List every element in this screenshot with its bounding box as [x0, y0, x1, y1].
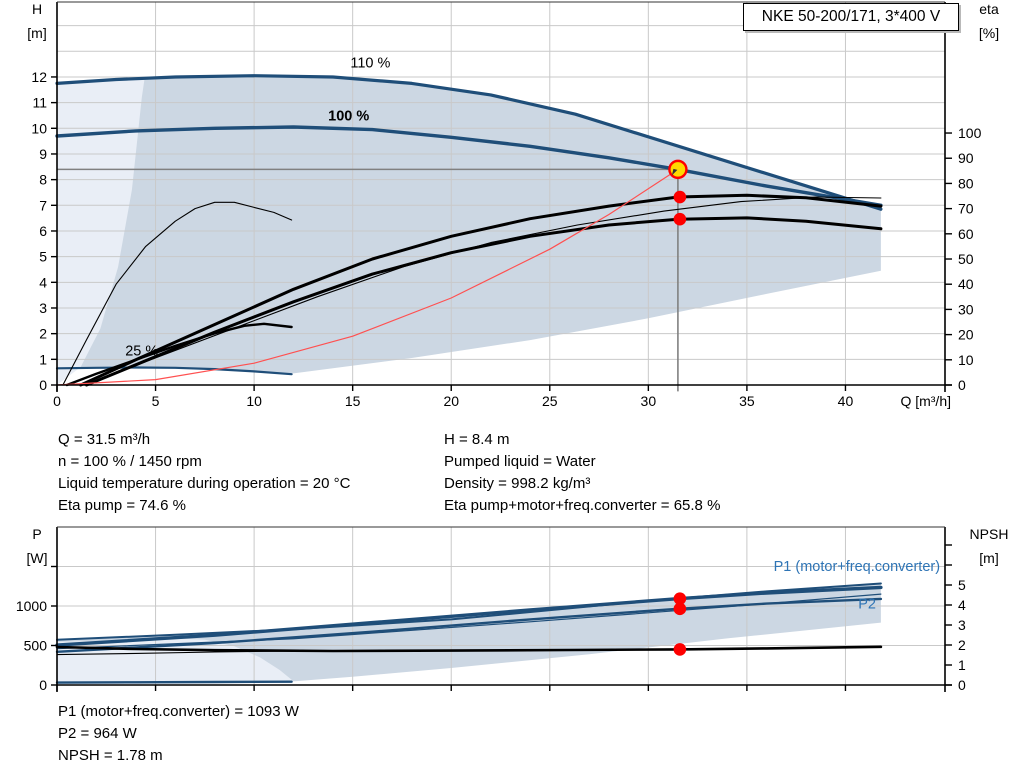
- right-tick-label: 2: [958, 637, 966, 653]
- info-pumped-liquid: Pumped liquid = Water: [444, 453, 596, 470]
- right-tick-label: 3: [958, 617, 966, 633]
- info-p2: P2 = 964 W: [58, 725, 137, 742]
- npsh-curve-low: [56, 650, 295, 656]
- right-tick-label: 40: [958, 276, 974, 292]
- eta-pump-110pct: [84, 196, 882, 386]
- npsh-dot: [673, 643, 687, 656]
- operating-envelope: [57, 75, 881, 374]
- left-tick-label: 10: [31, 120, 47, 136]
- info-npsh: NPSH = 1.78 m: [58, 747, 163, 764]
- x-tick-label: 5: [152, 393, 160, 409]
- left-tick-label: 8: [39, 172, 47, 188]
- x-axis-title: Q [m³/h]: [900, 393, 951, 409]
- right-tick-label: 50: [958, 251, 974, 267]
- p2-dot: [673, 602, 687, 616]
- right-tick-label: 0: [958, 677, 966, 693]
- left-tick-label: 5: [39, 249, 47, 265]
- left-tick-label: 3: [39, 300, 47, 316]
- duty-point-arrow-icon: [671, 168, 678, 176]
- left-tick-label: 1: [39, 351, 47, 367]
- left-axis-title: H: [32, 1, 42, 17]
- info-head: H = 8.4 m: [444, 431, 510, 448]
- info-liquid-temp: Liquid temperature during operation = 20…: [58, 475, 351, 492]
- eta-pump-dot: [673, 190, 687, 204]
- left-tick-label: 500: [24, 638, 48, 654]
- x-tick-label: 20: [443, 393, 459, 409]
- power-info-block: P1 (motor+freq.converter) = 1093 W P2 = …: [58, 701, 299, 767]
- duty-info-left: Q = 31.5 m³/h n = 100 % / 1450 rpm Liqui…: [58, 429, 350, 517]
- info-eta-pump: Eta pump = 74.6 %: [58, 497, 186, 514]
- right-axis-title: eta: [979, 1, 999, 17]
- x-tick-label: 35: [739, 393, 755, 409]
- x-tick-label: 10: [246, 393, 262, 409]
- p-25pct: [55, 680, 293, 684]
- left-tick-label: 1000: [16, 598, 47, 614]
- right-tick-label: 10: [958, 352, 974, 368]
- pump-title-box: NKE 50-200/171, 3*400 V: [743, 3, 959, 31]
- eta-total-25pct: [65, 322, 293, 387]
- left-tick-label: 0: [39, 677, 47, 693]
- right-tick-label: 60: [958, 226, 974, 242]
- right-tick-label: 20: [958, 327, 974, 343]
- label-p2: P2: [858, 596, 876, 612]
- p1-100pct: [55, 585, 883, 647]
- info-speed: n = 100 % / 1450 rpm: [58, 453, 202, 470]
- left-tick-label: 7: [39, 197, 47, 213]
- left-tick-label: 0: [39, 377, 47, 393]
- right-tick-label: 1: [958, 657, 966, 673]
- right-axis-unit: [m]: [979, 550, 998, 566]
- left-axis-unit: [W]: [27, 550, 48, 566]
- npsh-curve: [55, 645, 883, 653]
- left-tick-label: 11: [32, 95, 47, 111]
- qh-curve-25pct: [55, 366, 293, 376]
- x-tick-label: 30: [641, 393, 657, 409]
- right-tick-label: 100: [958, 125, 982, 141]
- info-eta-total: Eta pump+motor+freq.converter = 65.8 %: [444, 497, 721, 514]
- left-tick-label: 6: [39, 223, 47, 239]
- right-tick-label: 30: [958, 301, 974, 317]
- left-axis-unit: [m]: [27, 25, 46, 41]
- x-tick-label: 40: [838, 393, 854, 409]
- right-tick-label: 4: [958, 597, 966, 613]
- label-p1: P1 (motor+freq.converter): [774, 559, 940, 575]
- eta-total-dot: [673, 212, 687, 226]
- p1-dot: [673, 592, 687, 605]
- p2-100pct: [55, 597, 883, 653]
- left-tick-label: 12: [31, 69, 47, 85]
- x-tick-label: 0: [53, 393, 61, 409]
- right-tick-label: 80: [958, 175, 974, 191]
- left-tick-label: 9: [39, 146, 47, 162]
- x-tick-label: 25: [542, 393, 558, 409]
- label-25pct: 25 %: [125, 344, 158, 360]
- right-tick-label: 90: [958, 150, 974, 166]
- right-tick-label: 5: [958, 577, 966, 593]
- pump-title: NKE 50-200/171, 3*400 V: [761, 8, 941, 25]
- left-tick-label: 2: [39, 326, 47, 342]
- right-tick-label: 70: [958, 201, 974, 217]
- label-100pct: 100 %: [328, 109, 369, 125]
- eta-pump-100pct: [79, 193, 883, 387]
- duty-info-right: H = 8.4 m Pumped liquid = Water Density …: [444, 429, 720, 517]
- qh-curve-110pct: [55, 74, 883, 211]
- right-tick-label: 0: [958, 377, 966, 393]
- left-tick-label: 4: [39, 274, 47, 290]
- info-density: Density = 998.2 kg/m³: [444, 475, 591, 492]
- x-tick-label: 15: [345, 393, 361, 409]
- system-curve: [56, 168, 679, 386]
- qh-curve-100pct: [55, 125, 883, 207]
- info-p1: P1 (motor+freq.converter) = 1093 W: [58, 703, 299, 720]
- right-axis-title: NPSH: [970, 526, 1009, 542]
- eta-pump-25pct: [62, 201, 293, 386]
- right-axis-unit: [%]: [979, 25, 999, 41]
- info-flow: Q = 31.5 m³/h: [58, 431, 151, 448]
- label-110pct: 110 %: [350, 56, 390, 72]
- left-axis-title: P: [32, 526, 41, 542]
